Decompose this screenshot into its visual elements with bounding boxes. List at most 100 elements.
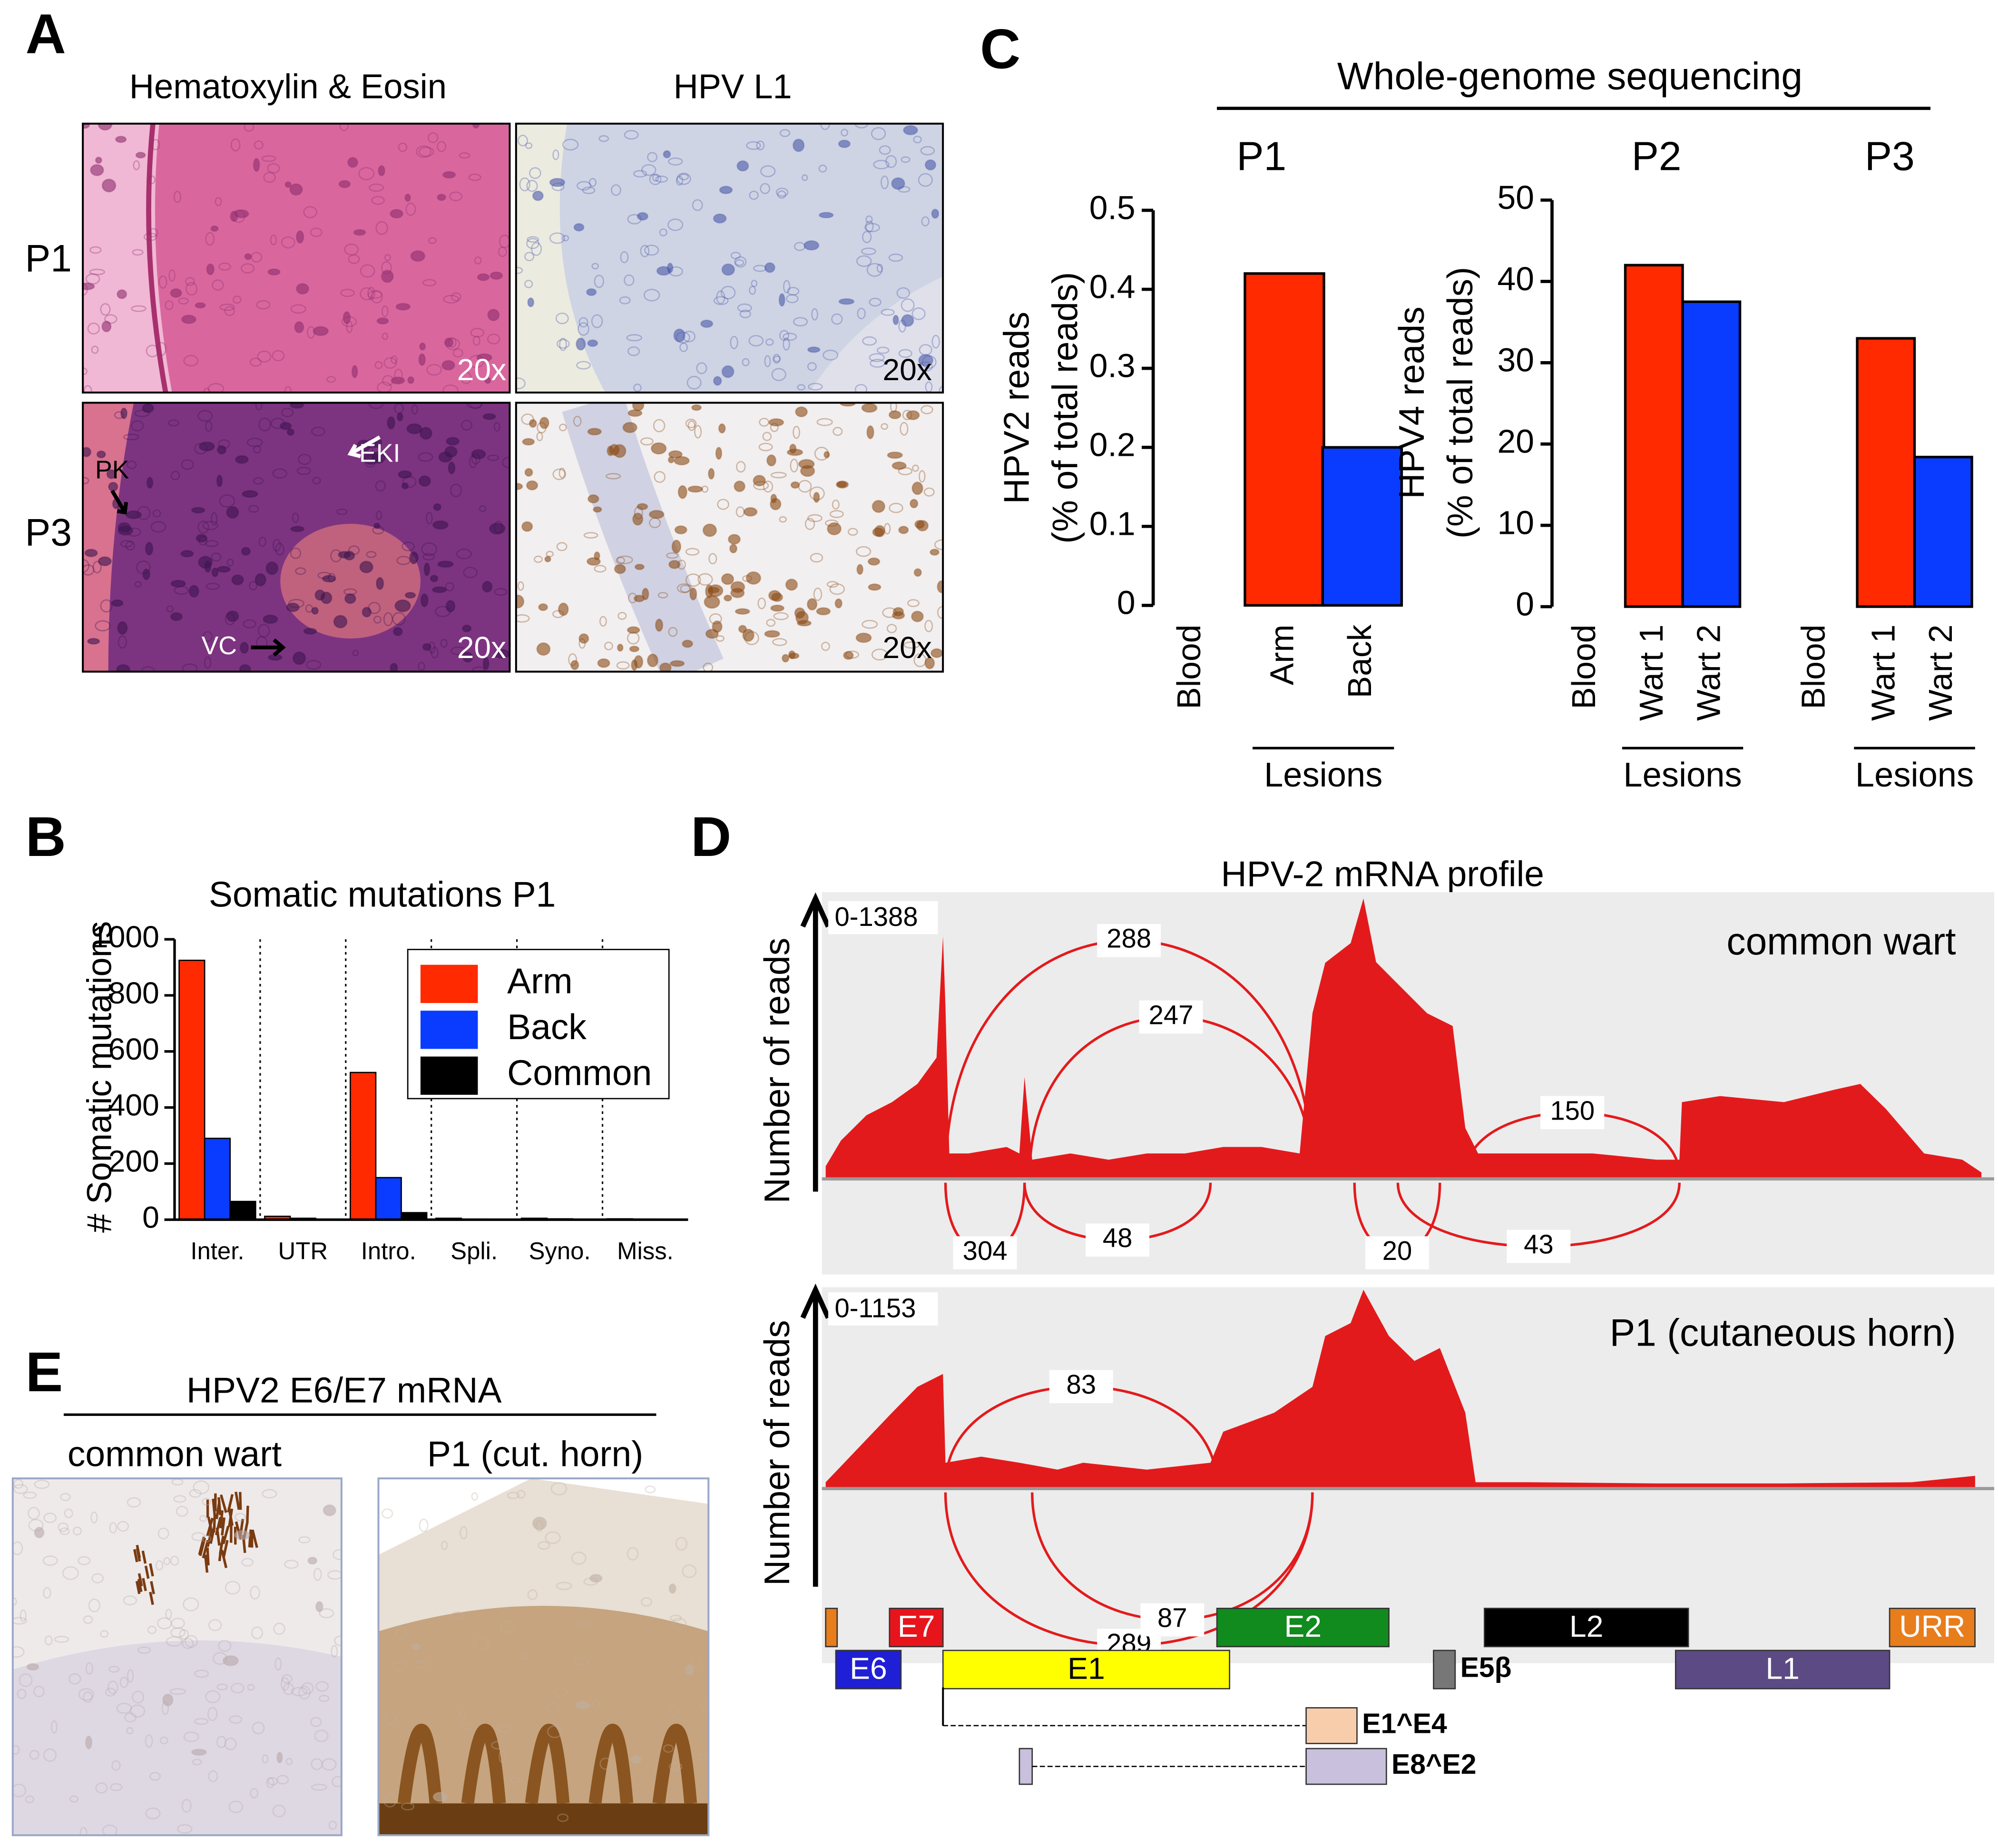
micrograph [516,123,943,393]
panel-title: Whole-genome sequencing [1337,55,1802,98]
cell [222,1655,239,1667]
cell [576,361,591,370]
cell [303,628,317,635]
cell [216,1683,228,1691]
cell [746,141,761,150]
cell [653,419,666,433]
cell [280,1677,290,1691]
tissue-layer [809,276,943,393]
gene-label: URR [1899,1609,1965,1643]
cell [44,1635,53,1646]
cell [770,604,785,612]
cell [930,648,943,659]
cell [124,1712,137,1723]
cell [100,1630,109,1638]
cell [446,437,460,446]
stain [227,1494,234,1513]
cell [181,315,196,324]
cell [343,588,357,595]
cell [644,245,659,256]
cell [666,552,679,559]
stain [150,1581,155,1594]
cell [768,418,784,427]
cell [881,308,895,316]
cell [207,383,225,393]
cell [818,212,834,218]
cell [482,580,493,593]
junction-label-bg [953,1236,1017,1269]
cell [745,571,762,585]
cell [931,334,940,349]
cell [869,297,881,307]
cell [736,461,746,473]
cell [145,1807,161,1819]
cell [13,1484,28,1494]
cell [864,223,880,233]
cell [353,229,366,236]
cell [462,651,473,663]
cell [376,317,389,325]
cell [120,540,133,548]
cell [669,660,685,667]
gene-box [1305,1748,1387,1785]
cell [918,354,934,367]
cell [188,585,199,598]
cell [298,1685,311,1700]
cell [171,1618,185,1629]
cell [783,337,790,351]
cell [205,420,213,432]
cell [522,438,535,446]
micrograph [12,1478,342,1836]
cell [482,413,496,420]
bar [204,1138,231,1220]
cell [267,1777,278,1786]
cell [360,287,374,301]
cell [194,1670,209,1678]
cell [170,288,182,298]
stain [251,1529,258,1548]
cell [146,477,154,489]
cell [198,556,213,569]
cell [249,580,258,590]
coverage-area [825,898,1982,1179]
cell [157,342,166,356]
cell [142,403,155,413]
cell [867,557,881,566]
bar [1681,300,1742,608]
cell [382,305,389,317]
x-tick-label: Back [1341,624,1378,698]
cell [228,1800,243,1813]
cell [235,1513,246,1522]
x-tick-label: Inter. [190,1238,244,1265]
cell [182,663,198,672]
cell [416,145,432,158]
cell [158,275,167,289]
panel-letter: A [26,2,66,65]
cell [244,123,255,132]
cell [275,542,284,556]
cell [823,349,839,361]
cell [898,349,912,358]
cell [216,474,223,487]
micrograph [378,1478,709,1836]
cell [348,254,360,264]
cell [243,619,256,629]
cell [19,1673,33,1687]
cell [471,453,480,465]
cell [902,410,912,421]
cell [272,539,281,552]
stain [652,1724,697,1804]
cell [632,403,645,412]
cell [793,425,800,439]
cell [773,355,781,363]
cell [368,183,384,192]
cell [461,624,472,633]
cell [749,190,759,200]
cell [719,186,733,195]
cell [127,460,137,469]
cell [135,151,146,159]
micrograph [516,403,943,672]
cell [737,303,752,313]
cell [667,157,683,166]
